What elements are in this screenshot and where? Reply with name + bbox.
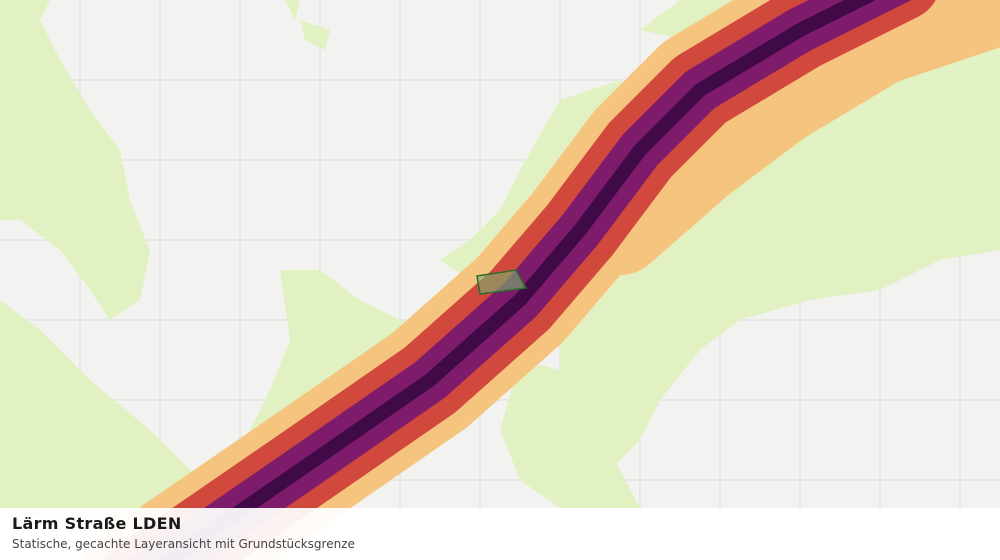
caption: Lärm Straße LDEN Statische, gecachte Lay… — [0, 508, 1000, 560]
caption-title: Lärm Straße LDEN — [12, 514, 182, 533]
green-areas — [0, 0, 1000, 520]
noise-bands — [83, 0, 1000, 560]
caption-subtitle: Statische, gecachte Layeransicht mit Gru… — [12, 537, 355, 551]
parcel-boundary[interactable] — [476, 269, 528, 295]
